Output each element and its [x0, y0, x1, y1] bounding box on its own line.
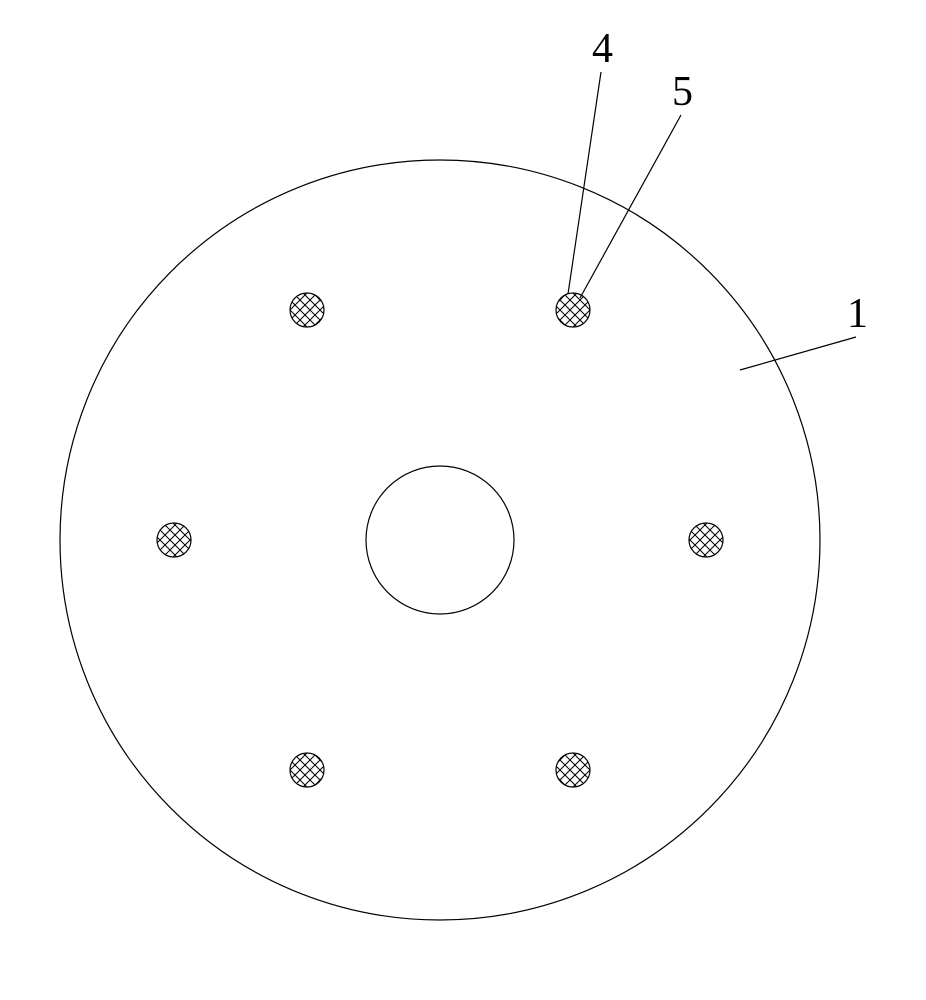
leader-line-1 [580, 115, 681, 298]
leader-line-2 [740, 337, 856, 370]
bolt-hole-4 [556, 753, 590, 787]
bolt-hole-0 [556, 293, 590, 327]
callout-label-5: 5 [672, 68, 693, 116]
bolt-hole-3 [290, 753, 324, 787]
center-hole [366, 466, 514, 614]
bolt-hole-1 [290, 293, 324, 327]
bolt-hole-2 [157, 523, 191, 557]
callout-label-4: 4 [592, 25, 613, 73]
callout-label-1: 1 [847, 290, 868, 338]
bolt-hole-5 [689, 523, 723, 557]
leader-line-0 [568, 72, 601, 294]
diagram-svg [0, 0, 926, 1000]
